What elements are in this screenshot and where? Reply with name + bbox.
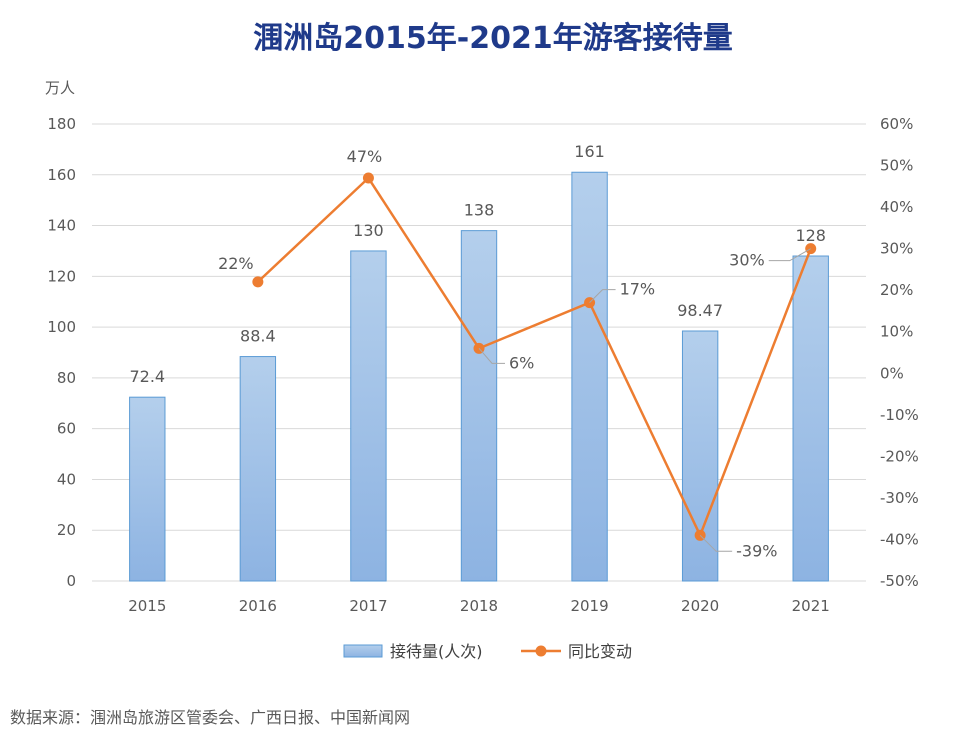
y2-tick-label: -20% — [880, 447, 919, 465]
line-label-leader — [589, 289, 616, 303]
line-label-leader — [478, 348, 505, 364]
line-data-label: 17% — [620, 280, 656, 299]
bar-data-label: 161 — [574, 142, 605, 161]
bar — [460, 230, 498, 582]
y-axis-ticks: 0 20 40 60 80 100 120 140 160 180 — [47, 115, 76, 590]
legend-line-marker — [535, 645, 547, 657]
y2-tick-label: 40% — [880, 198, 913, 216]
bar-series — [129, 171, 829, 582]
line-label-leader — [768, 248, 811, 262]
x-tick-label: 2015 — [128, 597, 166, 615]
y2-tick-label: -30% — [880, 489, 919, 507]
bar-data-label: 128 — [795, 226, 826, 245]
bar-data-labels: 72.4 88.4 130 138 161 98.47 128 — [129, 142, 826, 386]
x-tick-label: 2016 — [239, 597, 277, 615]
bar — [350, 250, 387, 582]
y2-tick-label: -40% — [880, 530, 919, 548]
y2-tick-label: -10% — [880, 406, 919, 424]
y-tick-label: 160 — [47, 166, 76, 184]
legend-bar-label: 接待量(人次) — [390, 642, 483, 661]
y2-tick-label: -50% — [880, 572, 919, 590]
x-tick-label: 2019 — [570, 597, 608, 615]
y2-axis-ticks: -50% -40% -30% -20% -10% 0% 10% 20% 30% 40% 50% 60% — [880, 115, 919, 590]
bar — [129, 396, 166, 582]
y-tick-label: 140 — [47, 217, 76, 235]
bar — [571, 171, 608, 582]
bar — [239, 356, 277, 582]
x-tick-label: 2017 — [349, 597, 387, 615]
y-tick-label: 100 — [47, 318, 76, 336]
y2-tick-label: 10% — [880, 323, 913, 341]
line-data-label: 6% — [509, 353, 534, 372]
y2-tick-label: 30% — [880, 240, 913, 258]
line-label-leader — [699, 534, 733, 552]
y2-tick-label: 60% — [880, 115, 913, 133]
legend-bar-swatch — [343, 644, 383, 658]
line-path — [257, 176, 812, 539]
bar — [792, 255, 829, 582]
line-point — [362, 172, 374, 184]
line-data-labels: 22% 47% 6% 17% -39% 30% — [218, 147, 811, 560]
legend: 接待量(人次) 同比变动 — [343, 642, 632, 661]
bar-data-label: 130 — [353, 221, 384, 240]
line-point — [252, 276, 264, 288]
y-tick-label: 60 — [57, 420, 76, 438]
y-tick-label: 80 — [57, 369, 76, 387]
line-data-label: 22% — [218, 254, 254, 273]
y-tick-label: 120 — [47, 267, 76, 285]
chart-title: 涠洲岛2015年-2021年游客接待量 — [253, 21, 732, 56]
y-axis-unit: 万人 — [45, 79, 75, 97]
legend-line-label: 同比变动 — [568, 642, 632, 661]
line-data-label: 30% — [729, 251, 765, 270]
y-tick-label: 20 — [57, 521, 76, 539]
y-tick-label: 0 — [66, 572, 76, 590]
y2-tick-label: 50% — [880, 157, 913, 175]
line-data-label: -39% — [736, 541, 777, 560]
bar-data-label: 98.47 — [677, 301, 723, 320]
x-axis-ticks: 2015 2016 2017 2018 2019 2020 2021 — [128, 597, 830, 615]
x-tick-label: 2018 — [460, 597, 498, 615]
bar — [681, 330, 719, 582]
bar-data-label: 138 — [464, 201, 495, 220]
x-tick-label: 2020 — [681, 597, 719, 615]
y-tick-label: 180 — [47, 115, 76, 133]
y2-tick-label: 20% — [880, 281, 913, 299]
bar-data-label: 72.4 — [129, 367, 165, 386]
y2-tick-label: 0% — [880, 364, 904, 382]
source-note: 数据来源：涠洲岛旅游区管委会、广西日报、中国新闻网 — [10, 708, 411, 727]
x-tick-label: 2021 — [792, 597, 830, 615]
bar-data-label: 88.4 — [240, 327, 276, 346]
y-tick-label: 40 — [57, 470, 76, 488]
line-data-label: 47% — [347, 147, 383, 166]
